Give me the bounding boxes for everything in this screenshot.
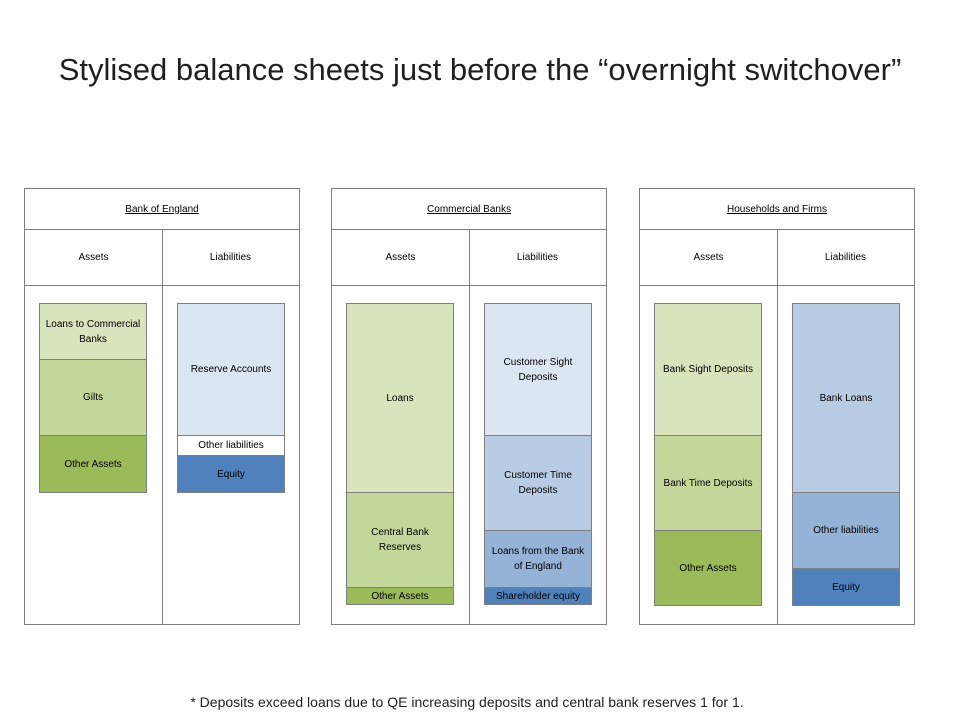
sheet-title: Commercial Banks [332,189,606,230]
asset-block: Other Assets [39,435,147,493]
liability-block: Loans from the Bank of England [484,530,592,588]
assets-stack: Loans to Commercial Banks Gilts Other As… [39,303,147,493]
liabilities-header: Liabilities [162,229,299,286]
balance-sheet-households-and-firms: Households and Firms Assets Liabilities … [639,188,915,625]
liabilities-stack: Customer Sight Deposits Customer Time De… [484,303,592,605]
liabilities-stack: Bank Loans Other liabilities Equity [792,303,900,606]
asset-block: Bank Sight Deposits [654,303,762,436]
liability-block: Customer Time Deposits [484,435,592,531]
assets-header: Assets [25,229,163,286]
liabilities-header: Liabilities [469,229,606,286]
assets-stack: Loans Central Bank Reserves Other Assets [346,303,454,605]
liability-block: Other liabilities [792,492,900,569]
balance-sheet-commercial-banks: Commercial Banks Assets Liabilities Loan… [331,188,607,625]
liability-block: Equity [177,455,285,493]
asset-block: Loans to Commercial Banks [39,303,147,360]
asset-block: Bank Time Deposits [654,435,762,531]
balance-sheet-bank-of-england: Bank of England Assets Liabilities Loans… [24,188,300,625]
assets-header: Assets [640,229,778,286]
asset-block: Other Assets [346,587,454,605]
asset-block: Gilts [39,359,147,436]
liability-block: Reserve Accounts [177,303,285,436]
slide-title: Stylised balance sheets just before the … [58,52,902,87]
column-divider [162,285,163,624]
liability-block: Bank Loans [792,303,900,493]
liabilities-header: Liabilities [777,229,914,286]
liabilities-stack: Reserve Accounts Other liabilities Equit… [177,303,285,493]
footnote: * Deposits exceed loans due to QE increa… [190,694,744,710]
sheet-title: Households and Firms [640,189,914,230]
asset-block: Loans [346,303,454,493]
column-divider [777,285,778,624]
assets-stack: Bank Sight Deposits Bank Time Deposits O… [654,303,762,606]
sheet-title: Bank of England [25,189,299,230]
liability-block: Shareholder equity [484,587,592,605]
column-divider [469,285,470,624]
liability-block: Equity [792,568,900,606]
liability-block: Customer Sight Deposits [484,303,592,436]
asset-block: Central Bank Reserves [346,492,454,588]
asset-block: Other Assets [654,530,762,606]
liability-block: Other liabilities [177,435,285,456]
assets-header: Assets [332,229,470,286]
